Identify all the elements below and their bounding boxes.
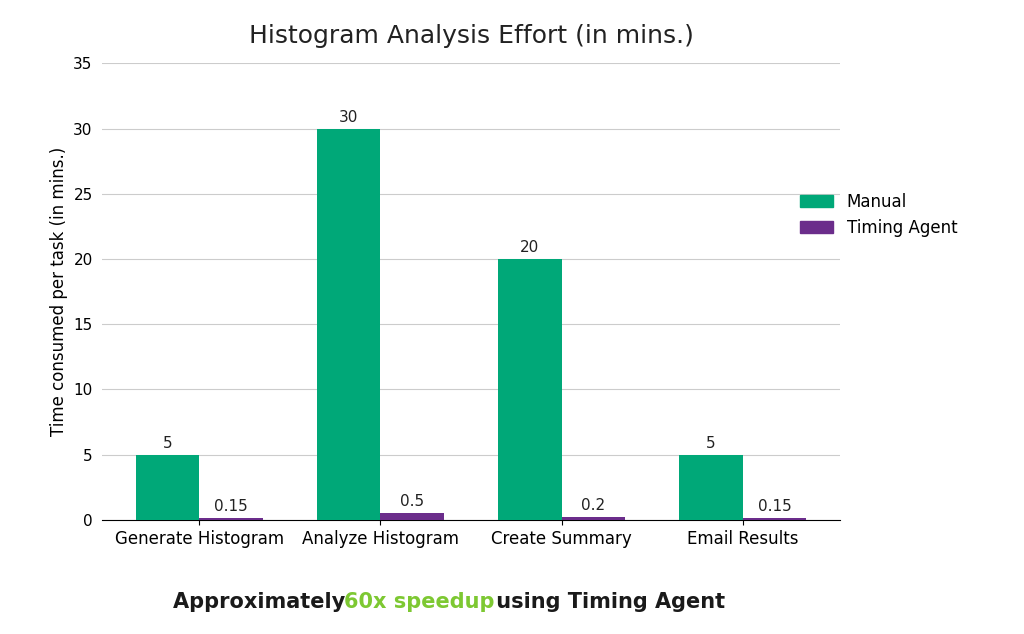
Text: 0.5: 0.5 <box>400 495 424 510</box>
Bar <box>317 129 381 520</box>
Text: 5: 5 <box>707 436 716 451</box>
Bar <box>200 518 263 520</box>
Text: 5: 5 <box>163 436 172 451</box>
Text: 20: 20 <box>520 240 540 255</box>
Legend: Manual, Timing Agent: Manual, Timing Agent <box>794 186 964 243</box>
Text: Approximately: Approximately <box>173 592 353 612</box>
Text: 0.15: 0.15 <box>214 499 248 514</box>
Title: Histogram Analysis Effort (in mins.): Histogram Analysis Effort (in mins.) <box>249 23 693 48</box>
Text: 0.15: 0.15 <box>758 499 792 514</box>
Bar <box>679 455 742 520</box>
Bar <box>381 514 443 520</box>
Bar <box>742 518 806 520</box>
Text: using Timing Agent: using Timing Agent <box>488 592 725 612</box>
Text: 30: 30 <box>339 110 358 125</box>
Bar <box>499 259 561 520</box>
Y-axis label: Time consumed per task (in mins.): Time consumed per task (in mins.) <box>50 147 68 436</box>
Text: 0.2: 0.2 <box>582 498 605 514</box>
Text: 60x speedup: 60x speedup <box>344 592 495 612</box>
Bar <box>136 455 200 520</box>
Bar <box>561 517 625 520</box>
